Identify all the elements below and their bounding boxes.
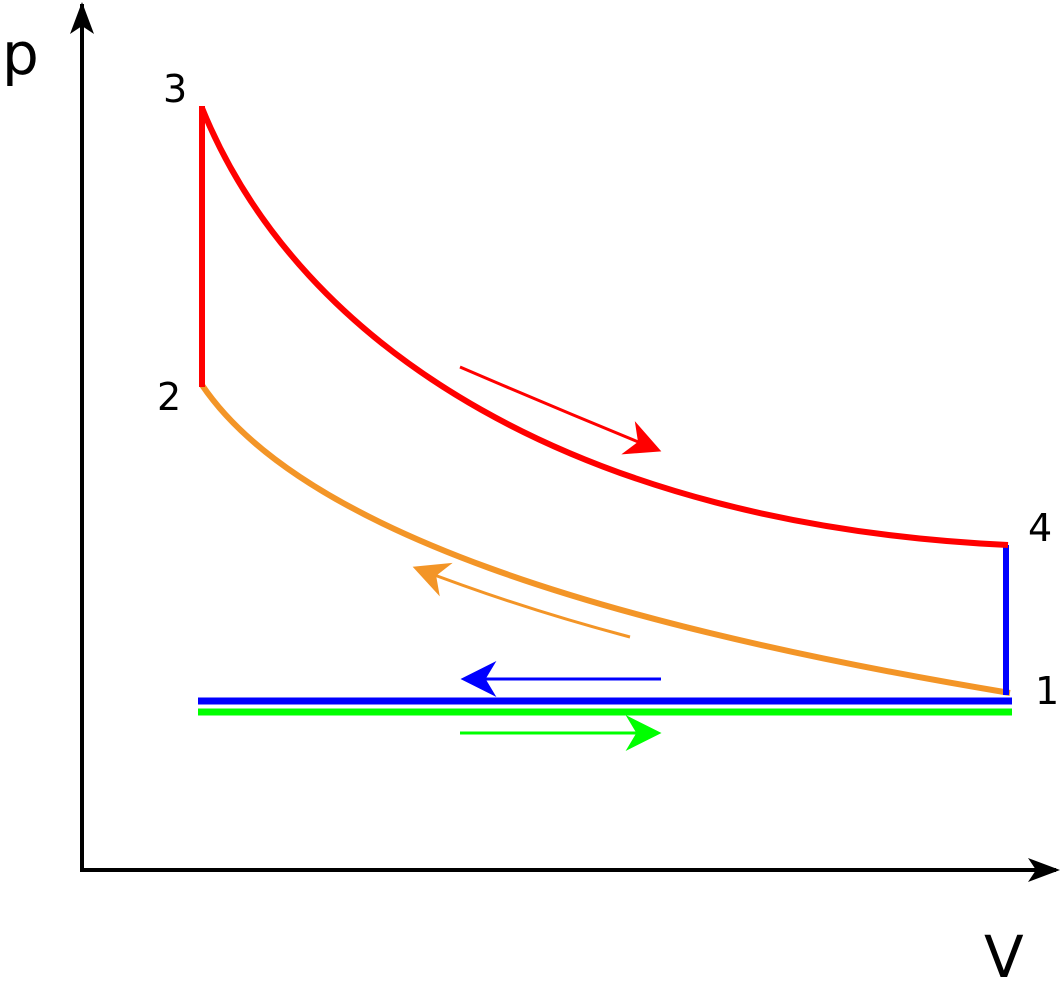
y-axis-arrow: [70, 2, 94, 34]
x-axis-label: V: [984, 923, 1024, 991]
expansion-arrow: [459, 365, 662, 455]
expansion-curve: [199, 106, 1009, 548]
point-label: 1: [1035, 669, 1059, 713]
compression-curve: [199, 383, 1011, 696]
point-label: 2: [157, 375, 181, 419]
point-label: 4: [1028, 506, 1052, 550]
x-axis-arrow: [1028, 858, 1060, 882]
y-axis-label: p: [2, 20, 39, 88]
compression-arrow: [412, 562, 631, 639]
point-label: 3: [163, 67, 187, 111]
